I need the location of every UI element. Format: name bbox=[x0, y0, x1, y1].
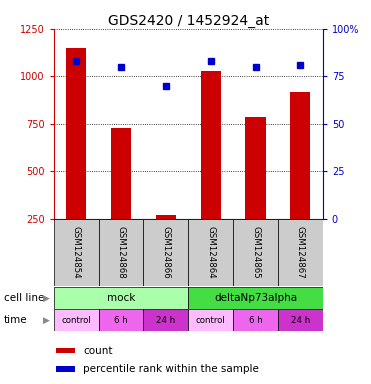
Bar bbox=[233, 309, 278, 331]
Bar bbox=[278, 219, 323, 286]
Text: count: count bbox=[83, 346, 113, 356]
Text: ▶: ▶ bbox=[43, 316, 50, 325]
Text: 6 h: 6 h bbox=[114, 316, 128, 325]
Bar bbox=[290, 91, 311, 219]
Bar bbox=[56, 366, 75, 372]
Text: deltaNp73alpha: deltaNp73alpha bbox=[214, 293, 297, 303]
Text: 24 h: 24 h bbox=[156, 316, 175, 325]
Text: GSM124865: GSM124865 bbox=[251, 226, 260, 279]
Text: cell line: cell line bbox=[4, 293, 44, 303]
Bar bbox=[54, 309, 99, 331]
Text: mock: mock bbox=[107, 293, 135, 303]
Bar bbox=[144, 309, 188, 331]
Text: GSM124868: GSM124868 bbox=[116, 226, 125, 279]
Bar bbox=[201, 71, 221, 219]
Bar bbox=[188, 309, 233, 331]
Text: 24 h: 24 h bbox=[291, 316, 310, 325]
Text: percentile rank within the sample: percentile rank within the sample bbox=[83, 364, 259, 374]
Bar bbox=[56, 348, 75, 353]
Text: time: time bbox=[4, 315, 27, 325]
Bar bbox=[54, 219, 99, 286]
Text: GSM124867: GSM124867 bbox=[296, 226, 305, 279]
Bar bbox=[144, 219, 188, 286]
Bar bbox=[66, 48, 86, 219]
Text: GSM124866: GSM124866 bbox=[161, 226, 170, 279]
Bar bbox=[156, 215, 176, 219]
Text: control: control bbox=[61, 316, 91, 325]
Bar bbox=[233, 219, 278, 286]
Text: control: control bbox=[196, 316, 226, 325]
Bar bbox=[188, 287, 323, 309]
Bar bbox=[99, 309, 144, 331]
Bar bbox=[111, 127, 131, 219]
Title: GDS2420 / 1452924_at: GDS2420 / 1452924_at bbox=[108, 14, 269, 28]
Bar bbox=[54, 287, 188, 309]
Text: GSM124864: GSM124864 bbox=[206, 226, 215, 279]
Text: 6 h: 6 h bbox=[249, 316, 262, 325]
Bar bbox=[99, 219, 144, 286]
Bar bbox=[278, 309, 323, 331]
Bar bbox=[246, 117, 266, 219]
Text: ▶: ▶ bbox=[43, 293, 50, 303]
Bar bbox=[188, 219, 233, 286]
Text: GSM124854: GSM124854 bbox=[72, 226, 81, 279]
